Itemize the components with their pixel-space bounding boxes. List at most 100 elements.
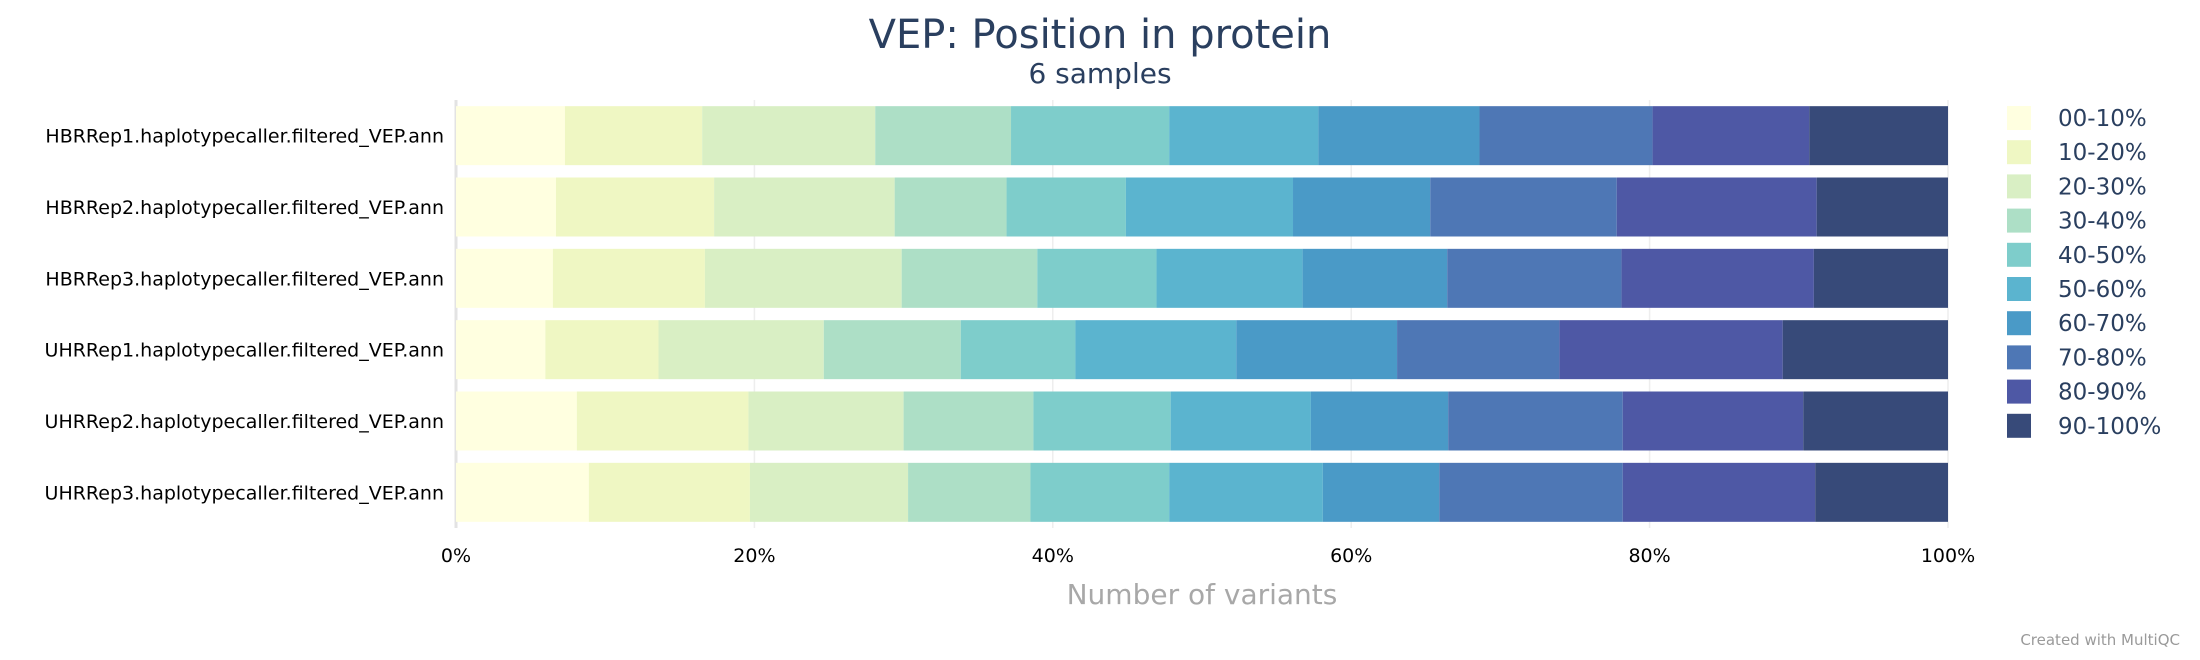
- bar-segment[interactable]: [1430, 177, 1617, 237]
- chart-subtitle: 6 samples: [1028, 57, 1171, 90]
- x-tick-label: 60%: [1330, 545, 1372, 567]
- bar-segment[interactable]: [749, 462, 909, 522]
- bar-segment[interactable]: [903, 391, 1034, 451]
- legend-label: 90-100%: [2058, 414, 2161, 440]
- legend-label: 50-60%: [2058, 277, 2147, 303]
- legend-label: 20-30%: [2058, 174, 2147, 200]
- bar-segment[interactable]: [1816, 177, 1948, 237]
- bar-segment[interactable]: [960, 320, 1076, 380]
- bar-segment[interactable]: [1170, 391, 1311, 451]
- bar-segment[interactable]: [1815, 462, 1948, 522]
- bar-segment[interactable]: [576, 391, 749, 451]
- legend-swatch: [2007, 379, 2031, 404]
- legend-swatch: [2007, 106, 2031, 130]
- bar-segment[interactable]: [555, 177, 715, 237]
- bar-segment[interactable]: [1652, 106, 1810, 166]
- bar-segment[interactable]: [1448, 391, 1623, 451]
- legend-item[interactable]: 00-10%: [2007, 106, 2147, 132]
- legend-swatch: [2007, 413, 2031, 438]
- bar-segment[interactable]: [1782, 320, 1948, 380]
- legend-item[interactable]: 50-60%: [2007, 277, 2147, 303]
- bar-segment[interactable]: [564, 106, 703, 166]
- bar-segment[interactable]: [1397, 320, 1560, 380]
- legend-swatch: [2007, 311, 2031, 336]
- bar-segment[interactable]: [1075, 320, 1237, 380]
- bar-segment[interactable]: [1809, 106, 1948, 166]
- legend-label: 00-10%: [2058, 106, 2147, 132]
- bar-segment[interactable]: [908, 462, 1031, 522]
- bar-segment[interactable]: [823, 320, 961, 380]
- bar-segment[interactable]: [1030, 462, 1170, 522]
- bar-segment[interactable]: [456, 177, 556, 237]
- bar-segment[interactable]: [1302, 248, 1448, 308]
- bar-segment[interactable]: [1439, 462, 1623, 522]
- bar-segment[interactable]: [704, 248, 902, 308]
- bar-segment[interactable]: [456, 320, 546, 380]
- category-label: UHRRep3.haplotypecaller.filtered_VEP.ann: [45, 482, 444, 504]
- legend-item[interactable]: 80-90%: [2007, 379, 2147, 406]
- bar-segment[interactable]: [456, 391, 577, 451]
- bar-segment[interactable]: [1621, 248, 1814, 308]
- bar-segment[interactable]: [1011, 106, 1170, 166]
- category-label: HBRRep1.haplotypecaller.filtered_VEP.ann: [45, 126, 444, 148]
- bar-segment[interactable]: [1125, 177, 1294, 237]
- bar-segment[interactable]: [545, 320, 659, 380]
- legend-label: 40-50%: [2058, 243, 2147, 269]
- legend-item[interactable]: 70-80%: [2007, 345, 2147, 371]
- bar-segment[interactable]: [875, 106, 1012, 166]
- bar-segment[interactable]: [702, 106, 876, 166]
- bar-segment[interactable]: [1169, 106, 1319, 166]
- x-axis-title: Number of variants: [1067, 578, 1338, 611]
- category-label: HBRRep3.haplotypecaller.filtered_VEP.ann: [45, 268, 444, 290]
- legend-item[interactable]: 60-70%: [2007, 311, 2147, 337]
- bar-segment[interactable]: [658, 320, 824, 380]
- bar-segment[interactable]: [748, 391, 904, 451]
- legend-item[interactable]: 40-50%: [2007, 243, 2147, 269]
- bar-segment[interactable]: [456, 106, 565, 166]
- bar-segment[interactable]: [1322, 462, 1440, 522]
- legend-label: 10-20%: [2058, 140, 2147, 166]
- bar-segment[interactable]: [1236, 320, 1398, 380]
- bar-segment[interactable]: [1006, 177, 1126, 237]
- credit-text: Created with MultiQC: [2020, 631, 2180, 649]
- x-tick-label: 0%: [441, 545, 471, 567]
- x-tick-label: 80%: [1628, 545, 1670, 567]
- bar-segment[interactable]: [1318, 106, 1480, 166]
- bar-segment[interactable]: [1813, 248, 1948, 308]
- bar-segment[interactable]: [1559, 320, 1783, 380]
- legend-item[interactable]: 20-30%: [2007, 174, 2147, 200]
- bar-segment[interactable]: [552, 248, 705, 308]
- legend-label: 60-70%: [2058, 311, 2147, 337]
- bar-segment[interactable]: [1622, 391, 1804, 451]
- legend-swatch: [2007, 277, 2031, 301]
- legend[interactable]: 00-10% 10-20% 20-30% 30-40% 40-50% 50-60% 60-7…: [2007, 106, 2161, 440]
- bar-segment[interactable]: [901, 248, 1038, 308]
- bar-segment[interactable]: [1169, 462, 1323, 522]
- bar-segment[interactable]: [1037, 248, 1157, 308]
- bar-segment[interactable]: [1293, 177, 1431, 237]
- bar-segment[interactable]: [1803, 391, 1948, 451]
- legend-item[interactable]: 10-20%: [2007, 140, 2147, 166]
- bar-segment[interactable]: [1310, 391, 1449, 451]
- bar-segment[interactable]: [456, 462, 589, 522]
- x-tick-label: 100%: [1921, 545, 1975, 567]
- x-tick-labels: 0% 20% 40% 60% 80% 100%: [441, 545, 1975, 567]
- legend-swatch: [2007, 140, 2031, 165]
- bar-segment[interactable]: [588, 462, 750, 522]
- bar-segment[interactable]: [1156, 248, 1303, 308]
- bar-segment[interactable]: [894, 177, 1007, 237]
- category-label: HBRRep2.haplotypecaller.filtered_VEP.ann: [45, 197, 444, 219]
- bar-segment[interactable]: [714, 177, 895, 237]
- bar-segment[interactable]: [1033, 391, 1171, 451]
- bar-segment[interactable]: [456, 248, 553, 308]
- bar-segment[interactable]: [1616, 177, 1817, 237]
- category-label: UHRRep1.haplotypecaller.filtered_VEP.ann: [45, 340, 444, 362]
- legend-item[interactable]: 30-40%: [2007, 208, 2147, 235]
- legend-swatch: [2007, 208, 2031, 233]
- bar-segment[interactable]: [1622, 462, 1816, 522]
- bar-segment[interactable]: [1479, 106, 1653, 166]
- legend-item[interactable]: 90-100%: [2007, 413, 2161, 440]
- bar-segment[interactable]: [1447, 248, 1622, 308]
- x-tick-label: 20%: [733, 545, 775, 567]
